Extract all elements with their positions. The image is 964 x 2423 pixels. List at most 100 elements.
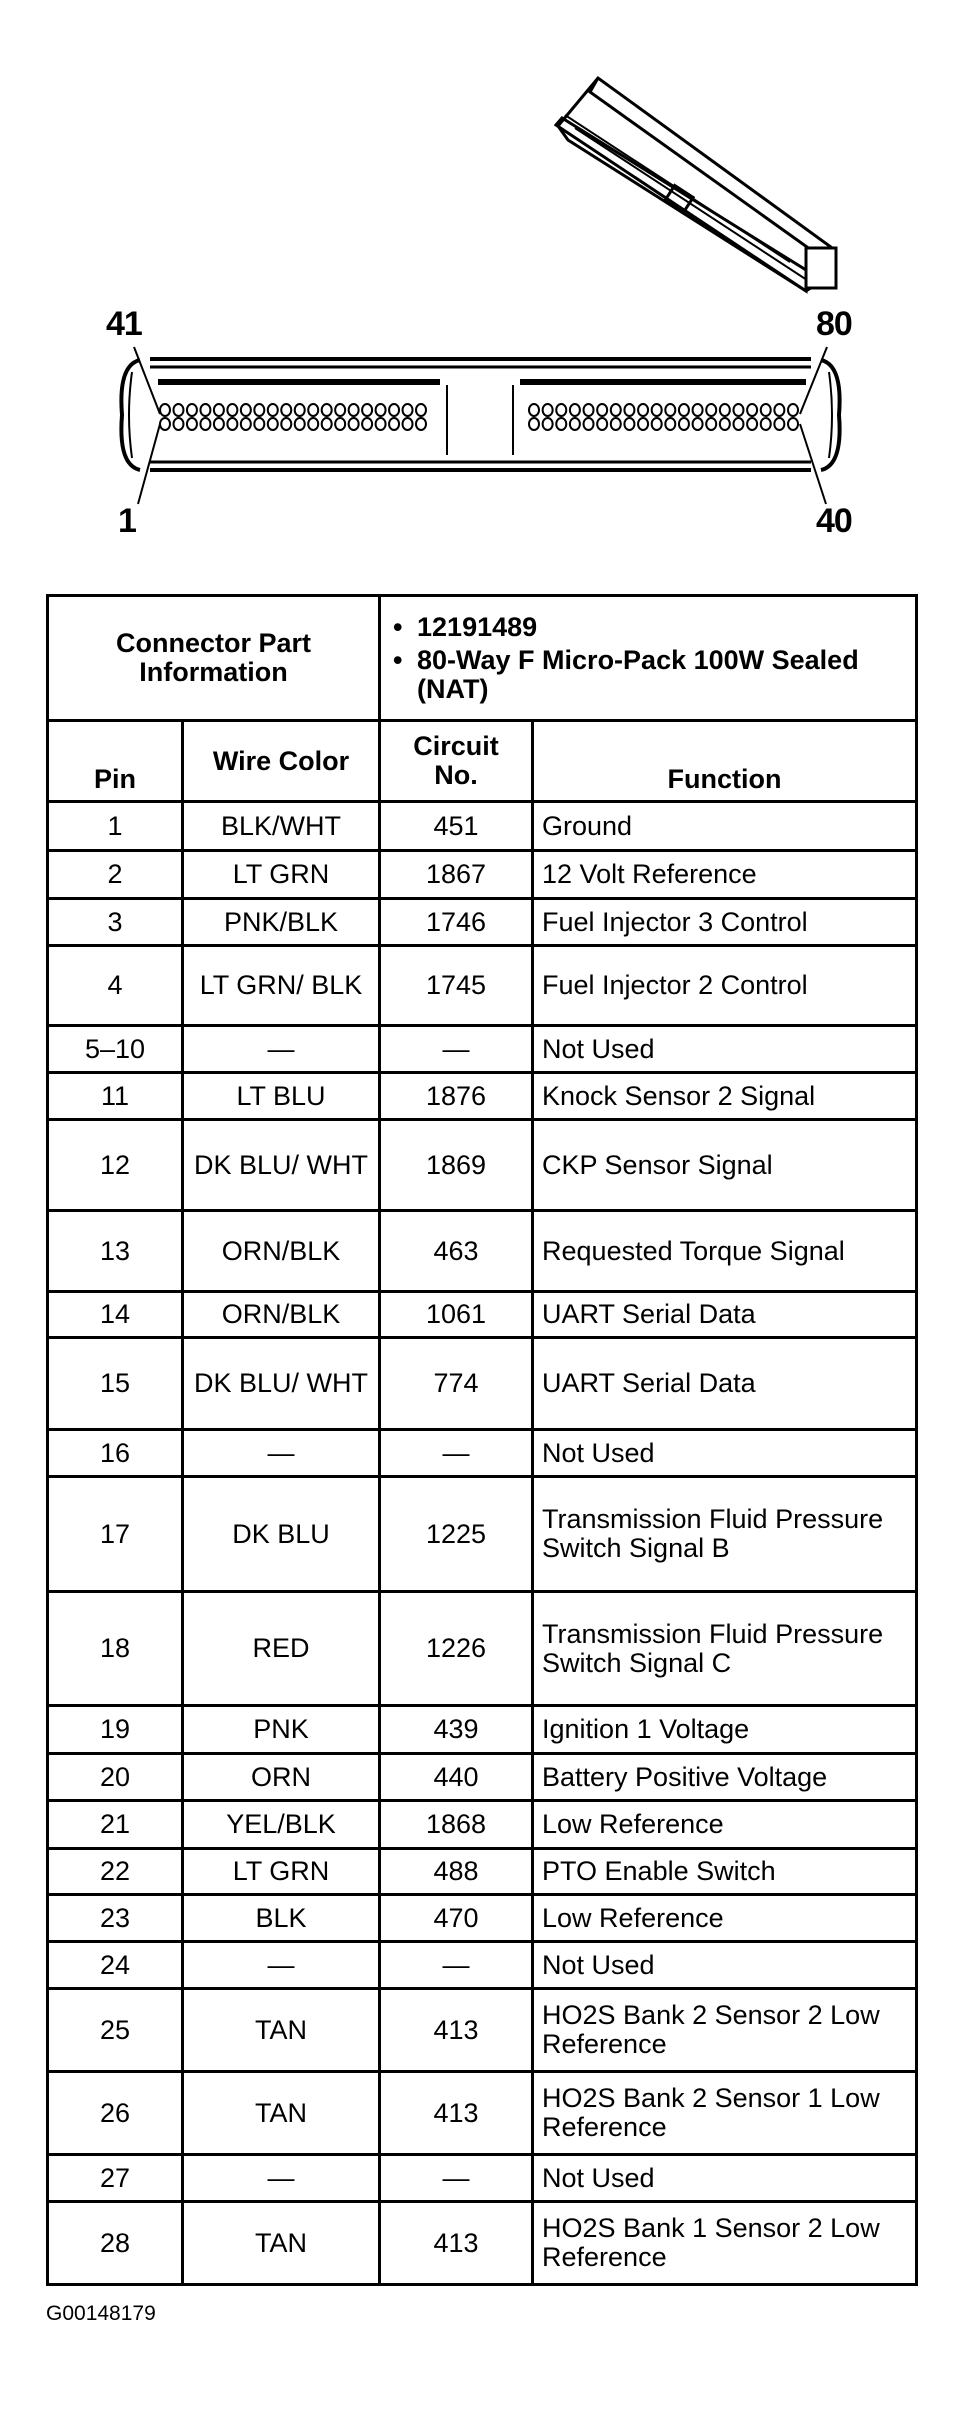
function-cell: Knock Sensor 2 Signal	[531, 1071, 919, 1121]
wire-color-cell: DK BLU	[180, 1475, 382, 1593]
pin-hole	[555, 417, 568, 431]
pin-cell: 5–10	[46, 1024, 184, 1074]
wire-color-cell: RED	[180, 1590, 382, 1707]
pin-cell: 17	[46, 1475, 184, 1593]
function-cell: HO2S Bank 1 Sensor 2 Low Reference	[531, 2200, 919, 2286]
pin-hole	[691, 403, 704, 417]
pin-hole	[759, 403, 772, 417]
function-cell: Transmission Fluid Pressure Switch Signa…	[531, 1590, 919, 1707]
circuit-cell: —	[378, 1024, 535, 1074]
wire-color-cell: BLK/WHT	[180, 800, 382, 852]
table-row: 20 ORN 440 Battery Positive Voltage	[46, 1752, 919, 1802]
pin-hole	[596, 417, 609, 431]
function-cell: Not Used	[531, 1428, 919, 1478]
pin-hole	[555, 403, 568, 417]
pin-cell: 15	[46, 1336, 184, 1431]
pin-hole	[609, 403, 622, 417]
wire-color-cell: PNK	[180, 1704, 382, 1755]
circuit-cell: 1876	[378, 1071, 535, 1121]
pin-hole	[347, 417, 360, 431]
wire-color-cell: —	[180, 2153, 382, 2203]
pin-hole	[172, 403, 185, 417]
function-cell: Low Reference	[531, 1893, 919, 1943]
wire-color-cell: ORN	[180, 1752, 382, 1802]
wire-color-cell: LT GRN/ BLK	[180, 944, 382, 1027]
pin-cell: 11	[46, 1071, 184, 1121]
pin-hole	[293, 403, 306, 417]
pin-cell: 1	[46, 800, 184, 852]
wire-color-cell: —	[180, 1428, 382, 1478]
wire-color-cell: DK BLU/ WHT	[180, 1336, 382, 1431]
function-cell: Battery Positive Voltage	[531, 1752, 919, 1802]
pin-label-80: 80	[816, 305, 853, 343]
pin-hole	[609, 417, 622, 431]
wire-color-cell: DK BLU/ WHT	[180, 1118, 382, 1212]
connector-part-number: 12191489	[389, 612, 907, 642]
pin-hole	[334, 403, 347, 417]
pin-hole	[172, 417, 185, 431]
function-cell: Low Reference	[531, 1799, 919, 1850]
pin-label-1: 1	[118, 502, 137, 540]
pin-hole	[334, 417, 347, 431]
circuit-cell: 1746	[378, 897, 535, 947]
wire-color-cell: TAN	[180, 2070, 382, 2156]
pin-cell: 20	[46, 1752, 184, 1802]
pin-hole	[718, 403, 731, 417]
pin-hole	[159, 403, 171, 417]
pin-hole	[568, 403, 581, 417]
pin-cell: 14	[46, 1290, 184, 1339]
pin-cell: 2	[46, 849, 184, 900]
pin-hole	[582, 403, 595, 417]
function-cell: Not Used	[531, 2153, 919, 2203]
connector-info-row: Connector Part Information 12191489 80-W…	[45, 594, 919, 722]
function-cell: UART Serial Data	[531, 1336, 919, 1431]
pin-hole	[388, 403, 401, 417]
pin-hole	[677, 417, 690, 431]
pin-hole	[253, 403, 266, 417]
table-row: 24— — Not Used	[46, 1940, 919, 1990]
pin-hole	[361, 403, 374, 417]
function-cell: Fuel Injector 2 Control	[531, 944, 919, 1027]
pin-hole	[718, 417, 731, 431]
pin-hole	[759, 417, 772, 431]
wire-color-cell: —	[180, 1940, 382, 1990]
pin-hole	[650, 417, 663, 431]
pin-cell: 25	[46, 1987, 184, 2073]
pin-hole	[415, 403, 427, 417]
wire-color-cell: LT GRN	[180, 849, 382, 900]
circuit-cell: —	[378, 1940, 535, 1990]
circuit-cell: 1868	[378, 1799, 535, 1850]
pin-holes	[159, 403, 799, 431]
pin-hole	[787, 417, 799, 431]
pin-cell: 3	[46, 897, 184, 947]
table-row: 2 LT GRN 1867 12 Volt Reference	[46, 849, 919, 900]
connector-drawing	[119, 75, 842, 505]
column-header-row: Pin Wire Color Circuit No. Function	[46, 719, 919, 803]
table-row: 14 ORN/BLK 1061 UART Serial Data	[46, 1290, 919, 1339]
pin-hole	[374, 417, 387, 431]
circuit-cell: 439	[378, 1704, 535, 1755]
pin-hole	[541, 417, 554, 431]
connector-pinout-table: Connector Part Information 12191489 80-W…	[45, 594, 919, 2286]
pin-hole	[199, 403, 212, 417]
column-header-wire-color: Wire Color	[180, 719, 382, 803]
pin-cell: 12	[46, 1118, 184, 1212]
pin-hole	[226, 403, 239, 417]
circuit-cell: 463	[378, 1209, 535, 1293]
circuit-cell: 1745	[378, 944, 535, 1027]
pin-cell: 22	[46, 1847, 184, 1896]
column-header-pin: Pin	[46, 719, 184, 803]
pin-hole	[787, 403, 799, 417]
circuit-cell: 413	[378, 1987, 535, 2073]
pin-cell: 24	[46, 1940, 184, 1990]
pin-hole	[388, 417, 401, 431]
table-row: 26 TAN 413 HO2S Bank 2 Sensor 1 Low Referen…	[46, 2070, 919, 2156]
function-cell: Ground	[531, 800, 919, 852]
connector-face	[119, 346, 842, 505]
pin-label-41: 41	[106, 305, 143, 343]
circuit-cell: —	[378, 2153, 535, 2203]
table-row: 13 ORN/BLK 463 Requested Torque Signal	[46, 1209, 919, 1293]
figure-id: G00148179	[46, 2302, 156, 2325]
function-cell: HO2S Bank 2 Sensor 2 Low Reference	[531, 1987, 919, 2073]
pin-hole	[159, 417, 171, 431]
